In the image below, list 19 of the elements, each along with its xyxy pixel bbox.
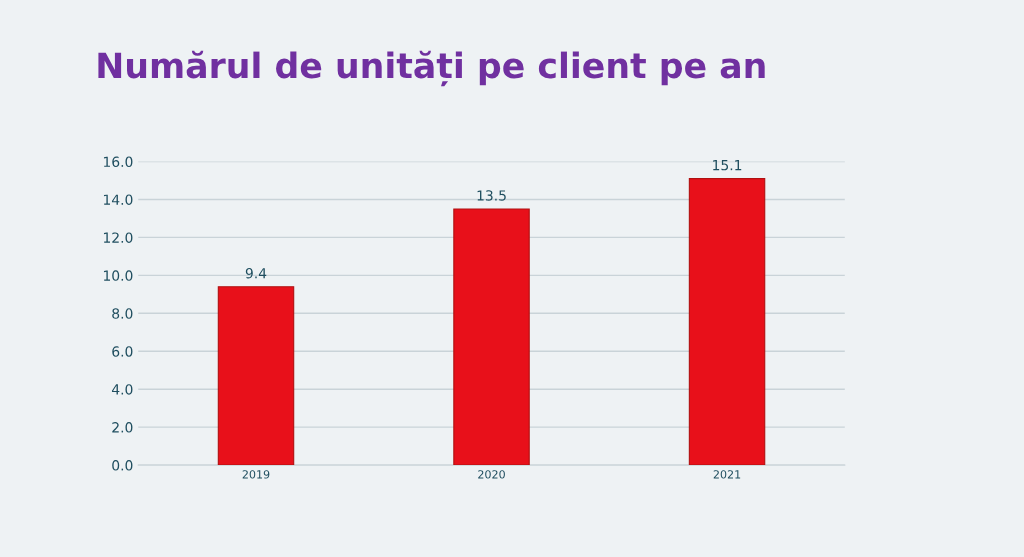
y-tick-label: 4.0 (111, 384, 133, 395)
data-label: 15.1 (713, 160, 742, 171)
chart-title: Numărul de unități pe client pe an (98, 50, 765, 87)
y-tick-label: 12.0 (103, 232, 133, 243)
bar (453, 208, 530, 466)
data-label: 13.5 (477, 190, 506, 201)
bar (688, 178, 766, 466)
y-tick-label: 14.0 (103, 194, 133, 205)
x-tick-label: 2021 (713, 470, 741, 479)
data-label: 9.4 (245, 268, 267, 279)
y-tick-label: 0.0 (112, 460, 133, 471)
y-tick-label: 10.0 (103, 270, 133, 281)
y-tick-label: 6.0 (112, 346, 133, 357)
x-tick-label: 2019 (242, 470, 270, 479)
y-tick-label: 16.0 (103, 156, 133, 167)
y-tick-label: 8.0 (112, 308, 133, 319)
x-tick-label: 2020 (478, 470, 505, 479)
y-tick-label: 2.0 (112, 422, 133, 433)
bar (217, 286, 295, 466)
